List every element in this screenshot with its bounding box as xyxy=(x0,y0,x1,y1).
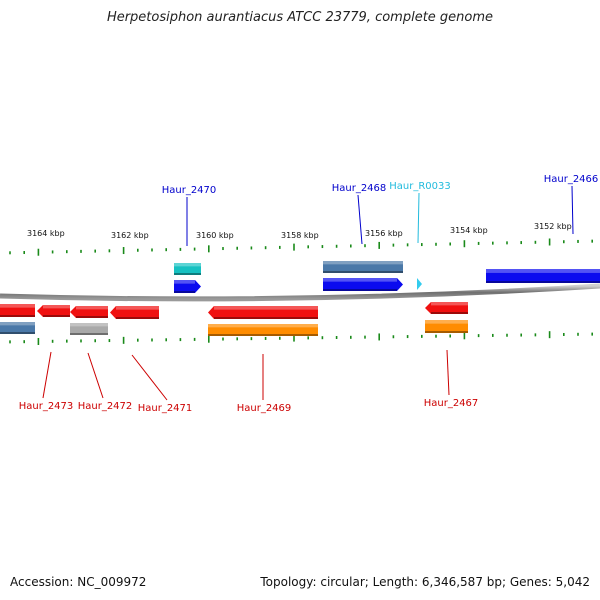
label-leader-line xyxy=(87,352,104,399)
label-leader-line xyxy=(417,192,420,244)
label-leader-line xyxy=(42,351,52,399)
gene-block xyxy=(208,324,318,336)
scale-label: 3164 kbp xyxy=(27,229,65,238)
cds-arrow xyxy=(486,269,600,283)
gene-label[interactable]: Haur_2472 xyxy=(78,401,133,412)
gene-features xyxy=(0,261,600,336)
gene-label[interactable]: Haur_2466 xyxy=(544,174,599,185)
cds-arrow xyxy=(70,306,108,318)
cds-arrow xyxy=(37,305,70,317)
gene-label[interactable]: Haur_R0033 xyxy=(389,181,451,192)
genome-backbone xyxy=(0,283,600,302)
cds-arrow xyxy=(110,306,159,319)
gene-label[interactable]: Haur_2471 xyxy=(138,403,193,414)
cds-arrow xyxy=(208,306,318,319)
label-leader-line xyxy=(446,349,450,396)
gene-block xyxy=(174,263,201,275)
scale-label: 3160 kbp xyxy=(196,231,234,240)
scale-label: 3152 kbp xyxy=(534,222,572,231)
gene-label[interactable]: Haur_2473 xyxy=(19,401,74,412)
scale-labels: 3164 kbp 3162 kbp 3160 kbp 3158 kbp 3156 kbp… xyxy=(27,222,572,240)
map-title: Herpetosiphon aurantiacus ATCC 23779, co… xyxy=(106,10,494,25)
label-leader-lines xyxy=(42,185,574,401)
cds-arrow xyxy=(174,280,201,293)
gene-block xyxy=(70,323,108,335)
scale-label: 3162 kbp xyxy=(111,231,149,240)
rna-arrow xyxy=(417,278,422,290)
label-leader-line xyxy=(357,194,363,245)
scale-ticks-top xyxy=(9,238,594,256)
gene-block xyxy=(0,322,35,334)
gene-block xyxy=(425,320,468,333)
gene-label[interactable]: Haur_2469 xyxy=(237,403,292,414)
scale-label: 3156 kbp xyxy=(365,229,403,238)
cds-arrow xyxy=(0,304,35,317)
gene-label[interactable]: Haur_2467 xyxy=(424,398,479,409)
gene-block xyxy=(323,261,403,273)
genome-summary-text: Topology: circular; Length: 6,346,587 bp… xyxy=(260,575,590,589)
scale-label: 3154 kbp xyxy=(450,226,488,235)
gene-label[interactable]: Haur_2468 xyxy=(332,183,387,194)
gene-label[interactable]: Haur_2470 xyxy=(162,185,217,196)
scale-label: 3158 kbp xyxy=(281,231,319,240)
label-leader-line xyxy=(571,185,574,235)
gene-labels: Haur_2470 Haur_2468 Haur_R0033 Haur_2466 Hau… xyxy=(19,174,599,414)
cds-arrow xyxy=(323,278,403,291)
label-leader-line xyxy=(131,354,168,401)
scale-ticks-bottom xyxy=(9,331,594,345)
accession-text: Accession: NC_009972 xyxy=(10,575,147,589)
cds-arrow xyxy=(425,302,468,314)
